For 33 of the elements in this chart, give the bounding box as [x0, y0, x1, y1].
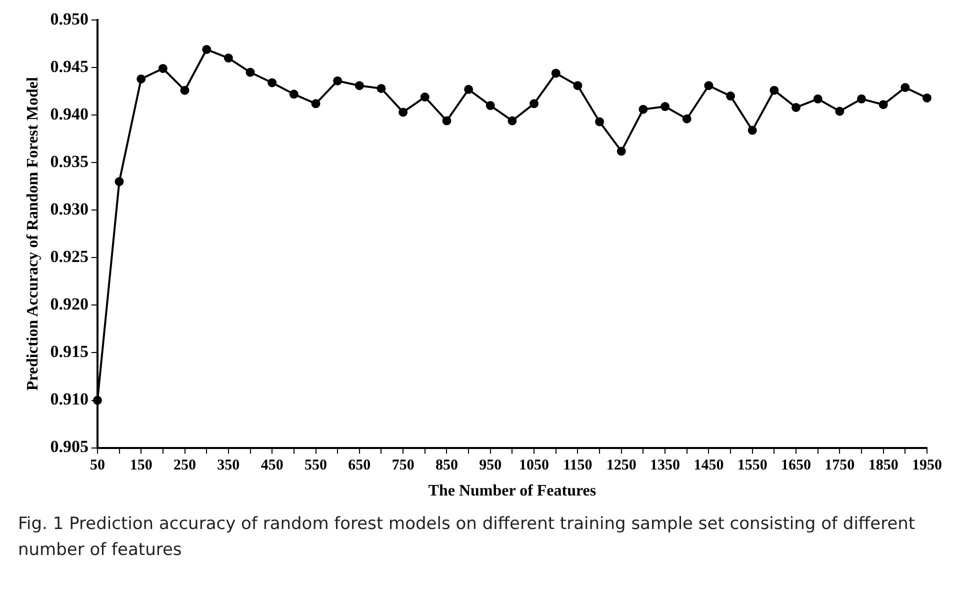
y-tick-label: 0.940 — [50, 104, 88, 124]
x-tick-label: 1650 — [781, 458, 812, 474]
x-tick-label: 450 — [260, 458, 284, 474]
x-tick-label: 150 — [130, 458, 152, 474]
y-tick-label: 0.930 — [50, 200, 88, 219]
x-tick-label: 750 — [392, 458, 414, 474]
x-tick-label: 1450 — [694, 458, 724, 474]
x-tick-label: 250 — [174, 458, 196, 474]
x-tick-label: 50 — [90, 458, 105, 474]
y-tick-label: 0.925 — [50, 247, 88, 266]
x-tick-label: 1550 — [737, 458, 768, 474]
x-tick-label: 850 — [435, 458, 458, 474]
x-axis-title: The Number of Features — [428, 482, 596, 500]
x-tick-label: 1150 — [563, 458, 592, 474]
y-tick-label: 0.910 — [50, 390, 88, 409]
x-tick-label: 1750 — [824, 458, 855, 474]
caption: Fig. 1 Prediction accuracy of random forest models on different training sample set consisting of different number of features — [18, 513, 916, 562]
x-tick-label: 1250 — [606, 458, 636, 474]
x-tick-label: 550 — [304, 458, 328, 474]
y-tick-label: 0.920 — [50, 294, 88, 314]
y-tick-label: 0.915 — [50, 342, 88, 362]
x-tick-label: 1850 — [868, 458, 898, 474]
x-tick-label: 350 — [217, 458, 240, 474]
y-tick-label: 0.945 — [50, 56, 88, 76]
y-tick-label: 0.950 — [50, 9, 88, 28]
x-tick-label: 950 — [479, 458, 502, 474]
x-tick-label: 650 — [348, 458, 371, 474]
x-tick-label: 1350 — [650, 458, 680, 474]
y-axis-title: Prediction Accuracy of Random Forest Model — [24, 76, 42, 391]
y-tick-label: 0.935 — [50, 152, 88, 171]
x-tick-label: 1950 — [912, 458, 942, 474]
x-tick-label: 1050 — [519, 458, 550, 474]
y-tick-label: 0.905 — [50, 437, 88, 456]
